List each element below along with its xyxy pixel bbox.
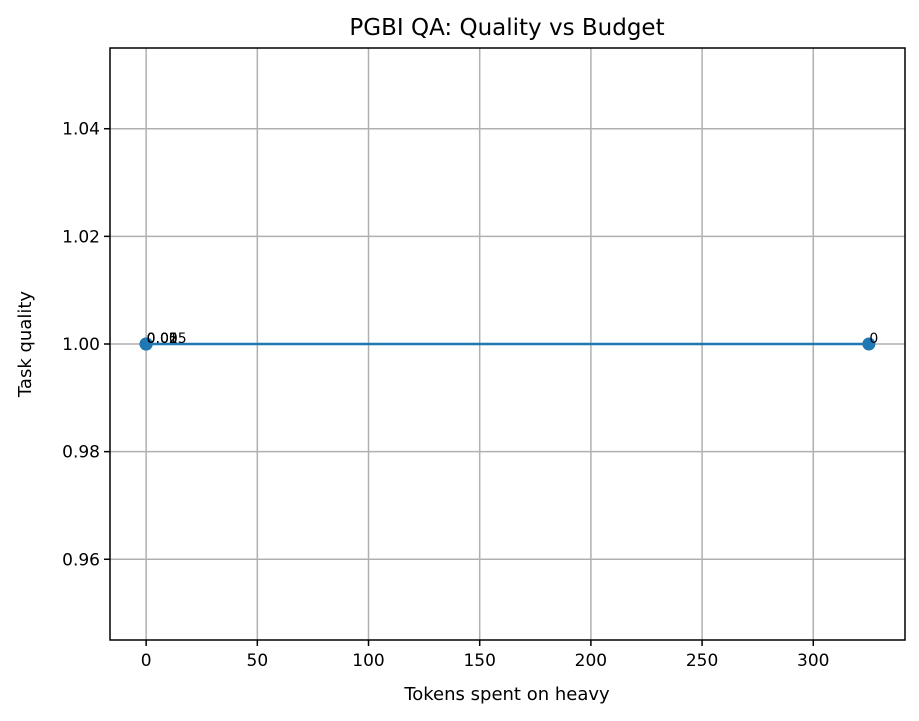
y-tick-label: 0.96 bbox=[62, 550, 100, 570]
x-tick-label: 200 bbox=[575, 651, 607, 671]
x-tick-label: 250 bbox=[686, 651, 718, 671]
x-tick-label: 50 bbox=[247, 651, 269, 671]
point-label: 0.02 bbox=[147, 331, 178, 347]
point-label: 0.05 bbox=[147, 331, 178, 347]
point-label: 0.01 bbox=[147, 331, 178, 347]
data-point bbox=[862, 337, 876, 351]
y-tick-label: 1.02 bbox=[62, 227, 100, 247]
point-label: 0.005 bbox=[147, 331, 187, 347]
point-label: 0 bbox=[869, 331, 878, 347]
ticks-layer: 0 50 100 150 200 250 300 0.96 0.98 1.00 1.02 1.04 bbox=[62, 120, 829, 671]
data-point bbox=[139, 337, 153, 351]
series-layer bbox=[139, 337, 876, 351]
y-tick-label: 1.04 bbox=[62, 120, 100, 140]
x-tick-label: 100 bbox=[352, 651, 384, 671]
y-axis-label: Task quality bbox=[15, 291, 36, 398]
x-tick-label: 0 bbox=[141, 651, 152, 671]
x-tick-label: 300 bbox=[797, 651, 829, 671]
x-axis-label: Tokens spent on heavy bbox=[403, 684, 610, 705]
chart-title: PGBI QA: Quality vs Budget bbox=[349, 15, 664, 41]
x-tick-label: 150 bbox=[463, 651, 495, 671]
y-tick-label: 0.98 bbox=[62, 443, 100, 463]
y-tick-label: 1.00 bbox=[62, 335, 100, 355]
